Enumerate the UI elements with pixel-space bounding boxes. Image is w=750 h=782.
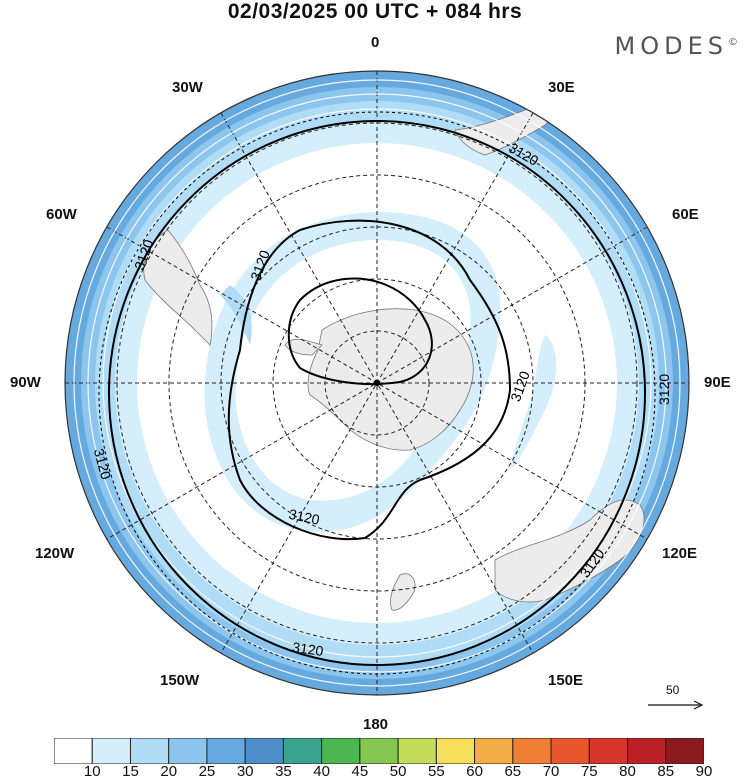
contour-label: 3120: [287, 506, 321, 528]
lon-label-150w: 150W: [160, 672, 200, 689]
colorbar-tick-label: 50: [389, 763, 407, 780]
south-america: [143, 229, 213, 346]
modes-logo: MODES©: [615, 32, 738, 60]
contour-3120-outer: [108, 120, 646, 666]
contours: [108, 120, 646, 666]
lon-label-150e: 150E: [548, 672, 584, 689]
colorbar-tick-label: 75: [580, 763, 598, 780]
colorbar-swatch: [397, 738, 437, 764]
colorbar-swatch: [550, 738, 590, 764]
brand-name: MODES: [614, 32, 728, 60]
lon-label-30e: 30E: [548, 79, 575, 96]
copyright-mark: ©: [728, 37, 738, 48]
antarctic-peninsula: [284, 338, 323, 356]
vector-reference-arrowhead: [693, 700, 704, 710]
colorbar-tick-label: 30: [236, 763, 254, 780]
lon-label-120e: 120E: [662, 545, 698, 562]
latitude-circle-60: [220, 226, 534, 540]
colorbar-tick-label: 55: [428, 763, 445, 780]
contour-label: 3120: [91, 447, 115, 481]
colorbar-swatch: [474, 738, 514, 764]
colorbar-swatch: [512, 738, 552, 764]
contour-label: 3120: [656, 374, 672, 405]
colorbar-swatch: [627, 738, 667, 764]
streamline-ring-mid: [87, 93, 667, 673]
colorbar-tick-label: 60: [466, 763, 483, 780]
south-pole-dot: [374, 380, 380, 386]
lon-label-60w: 60W: [46, 206, 77, 223]
colorbar-swatch: [665, 738, 704, 764]
contour-label: 3120: [291, 639, 324, 659]
colorbar-swatch: [435, 738, 476, 764]
map-title: 02/03/2025 00 UTC + 084 hrs: [227, 0, 523, 23]
colorbar-tick-label: 65: [504, 763, 522, 780]
colorbar-swatch: [129, 738, 170, 764]
streamline-ring-inner: [102, 108, 652, 658]
lon-label-120w: 120W: [35, 545, 75, 562]
contour-inner-low: [287, 277, 433, 385]
colorbar-tick-label: 25: [198, 763, 216, 780]
colorbar-tick-label: 35: [275, 763, 292, 780]
inner-jet-streak: [510, 335, 557, 470]
colorbar-swatch: [91, 738, 131, 764]
colorbar-swatch: [359, 738, 399, 764]
colorbar-tick-label: 70: [542, 763, 560, 780]
colorbar-tick-label: 20: [160, 763, 178, 780]
colorbar-swatch: [321, 738, 361, 764]
colorbar-swatch: [244, 738, 284, 764]
new-zealand: [390, 573, 416, 611]
lon-label-90e: 90E: [704, 374, 731, 391]
colorbar-swatch: [54, 738, 93, 764]
lon-label-90w: 90W: [10, 374, 41, 391]
colorbar-tick-label: 80: [619, 763, 636, 780]
colorbar-swatch: [282, 738, 323, 764]
colorbar-tick-label: 10: [83, 763, 101, 780]
latitude-circle-40: [116, 122, 638, 644]
lon-label-60e: 60E: [672, 206, 699, 223]
contour-3120-inner: [227, 219, 512, 541]
wind-streamlines: [73, 79, 681, 687]
lon-label-30w: 30W: [172, 79, 203, 96]
lon-label-180: 180: [363, 716, 389, 733]
colorbar-tick-label: 15: [122, 763, 139, 780]
colorbar: [54, 738, 704, 764]
colorbar-tick-label: 85: [657, 763, 675, 780]
colorbar-tick-label: 45: [351, 763, 369, 780]
colorbar-swatch: [206, 738, 246, 764]
contour-3120-outer-dashed: [98, 111, 656, 675]
inner-jet-band: [204, 212, 501, 532]
vector-reference-label: 50: [666, 683, 680, 697]
lon-label-0: 0: [371, 34, 380, 51]
inner-jet-arc: [220, 285, 252, 345]
colorbar-tick-label: 40: [313, 763, 330, 780]
colorbar-tick-label: 90: [695, 763, 713, 780]
colorbar-swatch: [588, 738, 629, 764]
map-border: [64, 70, 690, 696]
streamline-ring-outer: [73, 79, 681, 687]
colorbar-swatch: [168, 738, 208, 764]
